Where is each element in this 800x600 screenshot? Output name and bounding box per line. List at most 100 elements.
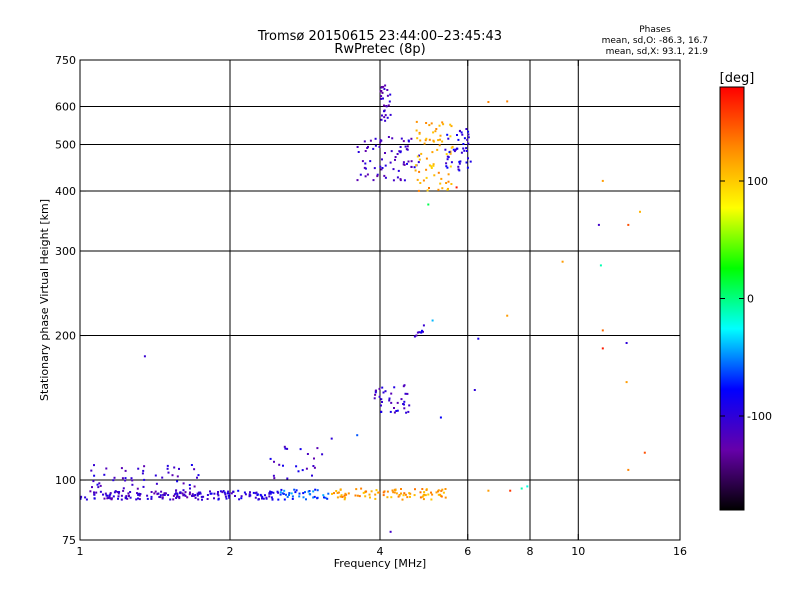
data-point bbox=[418, 154, 421, 157]
data-point bbox=[460, 131, 463, 134]
data-point bbox=[597, 223, 600, 226]
data-point bbox=[418, 158, 421, 161]
data-point bbox=[465, 147, 468, 150]
data-point bbox=[393, 411, 396, 414]
data-point bbox=[437, 139, 440, 142]
data-point bbox=[403, 400, 406, 403]
data-point bbox=[232, 490, 235, 493]
data-point bbox=[355, 488, 358, 491]
data-point bbox=[137, 467, 140, 470]
data-point bbox=[206, 498, 209, 500]
data-point bbox=[422, 179, 425, 182]
data-point bbox=[130, 477, 133, 480]
data-point bbox=[397, 169, 400, 172]
data-point bbox=[143, 478, 146, 481]
data-point bbox=[336, 492, 339, 494]
data-point bbox=[281, 492, 284, 495]
data-point bbox=[410, 160, 413, 163]
data-point bbox=[398, 150, 401, 153]
data-point bbox=[181, 492, 184, 495]
data-point bbox=[188, 493, 191, 496]
data-point bbox=[171, 474, 174, 477]
data-point bbox=[455, 186, 458, 189]
data-point bbox=[403, 403, 405, 406]
data-point bbox=[465, 150, 468, 152]
data-point bbox=[257, 498, 260, 501]
data-point bbox=[138, 494, 141, 497]
data-point bbox=[161, 496, 164, 499]
data-point bbox=[85, 498, 88, 501]
data-point bbox=[286, 495, 289, 498]
data-point bbox=[387, 104, 390, 107]
data-point bbox=[223, 491, 226, 494]
data-point bbox=[217, 494, 220, 497]
data-point bbox=[321, 453, 324, 456]
data-point bbox=[314, 488, 317, 491]
data-point bbox=[143, 355, 146, 358]
data-point bbox=[156, 493, 159, 496]
data-point bbox=[450, 183, 453, 185]
data-point bbox=[420, 331, 423, 334]
data-point bbox=[625, 342, 628, 344]
data-point bbox=[91, 486, 93, 489]
data-point bbox=[413, 494, 416, 497]
data-point bbox=[442, 123, 445, 126]
data-point bbox=[394, 156, 397, 158]
data-point bbox=[167, 494, 170, 496]
data-point bbox=[386, 116, 389, 119]
data-point bbox=[99, 484, 102, 487]
data-point bbox=[432, 163, 435, 166]
data-point bbox=[627, 468, 630, 471]
data-point bbox=[114, 490, 117, 493]
data-point bbox=[206, 494, 209, 496]
data-point bbox=[139, 493, 142, 495]
data-point bbox=[446, 188, 449, 191]
data-point bbox=[439, 493, 442, 496]
data-point bbox=[457, 138, 460, 141]
data-point bbox=[290, 492, 293, 495]
data-point bbox=[356, 494, 359, 497]
data-point bbox=[422, 494, 425, 497]
data-point bbox=[378, 395, 381, 398]
data-point bbox=[374, 493, 377, 496]
data-point bbox=[643, 451, 646, 454]
data-point bbox=[376, 173, 379, 176]
data-point bbox=[446, 155, 449, 158]
data-point bbox=[388, 399, 391, 402]
data-point bbox=[254, 496, 257, 499]
data-point bbox=[194, 496, 197, 499]
data-point bbox=[269, 492, 272, 495]
data-point bbox=[428, 124, 431, 127]
data-point bbox=[410, 166, 413, 168]
data-point bbox=[427, 493, 430, 496]
data-point bbox=[138, 492, 141, 495]
data-point bbox=[173, 466, 176, 469]
data-point bbox=[326, 497, 329, 500]
data-point bbox=[272, 474, 275, 477]
data-point bbox=[344, 496, 347, 499]
data-point bbox=[393, 386, 396, 389]
data-point bbox=[102, 493, 104, 496]
data-point bbox=[459, 129, 461, 132]
data-point bbox=[403, 163, 406, 166]
data-point bbox=[249, 491, 251, 494]
data-point bbox=[109, 492, 112, 495]
data-points bbox=[79, 84, 646, 533]
data-point bbox=[369, 139, 372, 142]
data-point bbox=[362, 491, 365, 494]
data-point bbox=[430, 165, 433, 168]
data-point bbox=[430, 498, 433, 501]
data-point bbox=[323, 496, 325, 499]
data-point bbox=[384, 152, 386, 154]
data-point bbox=[136, 492, 138, 495]
data-point bbox=[453, 150, 456, 153]
data-point bbox=[445, 153, 448, 156]
data-point bbox=[93, 464, 95, 467]
data-point bbox=[311, 474, 313, 477]
data-point bbox=[301, 469, 304, 472]
data-point bbox=[93, 493, 96, 496]
data-point bbox=[406, 496, 409, 499]
y-tick-label: 200 bbox=[55, 330, 76, 343]
data-point bbox=[437, 490, 439, 493]
data-point bbox=[389, 113, 392, 116]
